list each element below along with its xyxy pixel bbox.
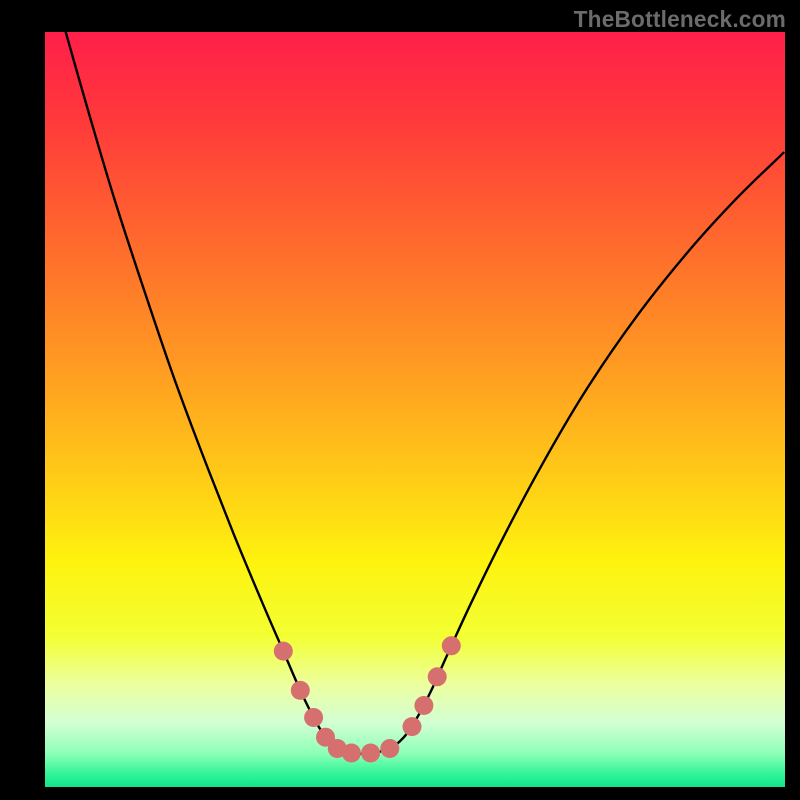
curve-marker xyxy=(291,681,310,700)
curve-marker xyxy=(414,696,433,715)
watermark-text: TheBottleneck.com xyxy=(574,6,786,33)
curve-marker xyxy=(403,717,422,736)
curve-marker xyxy=(342,744,361,763)
chart-frame: TheBottleneck.com xyxy=(0,0,800,800)
curve-marker xyxy=(361,744,380,763)
curve-marker xyxy=(380,739,399,758)
curve-marker xyxy=(304,708,323,727)
curve-marker xyxy=(274,642,293,661)
curve-marker xyxy=(442,636,461,655)
gradient-panel xyxy=(45,32,785,787)
curve-marker xyxy=(428,667,447,686)
bottleneck-chart xyxy=(0,0,800,800)
